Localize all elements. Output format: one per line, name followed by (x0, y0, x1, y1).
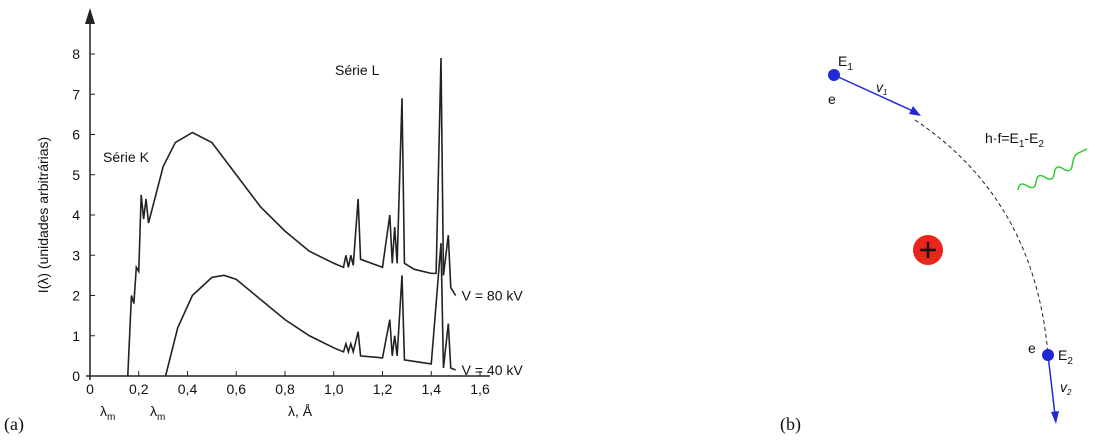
series-line (164, 243, 456, 377)
photon-label: h·f=E1-E2 (985, 130, 1044, 150)
velocity-label: v2 (1060, 379, 1072, 397)
x-tick-label: 0,6 (227, 381, 247, 397)
photon-wave (1017, 148, 1088, 191)
y-tick-label: 0 (72, 368, 80, 384)
y-axis-label: I(λ) (unidades arbitrárias) (35, 137, 51, 293)
plus-sign (920, 242, 936, 258)
x-axis-label: λ, Å (288, 403, 313, 419)
annotation: Série L (335, 62, 380, 78)
y-tick-label: 4 (72, 207, 80, 223)
annotation: Série K (103, 149, 150, 165)
x-marker: λm (150, 403, 165, 423)
trajectory (914, 119, 1049, 356)
legend-label: V = 40 kV (462, 362, 524, 378)
x-tick-label: 0,2 (129, 381, 149, 397)
legend-label: V = 80 kV (462, 288, 524, 304)
x-marker: λm (100, 403, 115, 423)
energy-label: E2 (1058, 347, 1073, 367)
y-tick-label: 5 (72, 167, 80, 183)
arrow-head (1051, 411, 1059, 424)
velocity-arrow (833, 74, 916, 113)
y-tick-label: 2 (72, 288, 80, 304)
x-tick-label: 1,2 (373, 381, 393, 397)
y-tick-label: 3 (72, 247, 80, 263)
x-tick-label: 0 (86, 381, 94, 397)
panel-label: (a) (4, 414, 24, 435)
y-tick-label: 1 (72, 328, 80, 344)
y-tick-label: 6 (72, 127, 80, 143)
series-line (126, 58, 457, 377)
arrow-head (909, 106, 921, 116)
y-tick-label: 8 (72, 46, 80, 62)
velocity-label: v1 (876, 79, 887, 97)
x-tick-label: 0,4 (178, 381, 198, 397)
panel-label: (b) (780, 414, 801, 435)
energy-label: E1 (838, 53, 853, 73)
y-tick-label: 7 (72, 86, 80, 102)
electron-label: e (828, 91, 836, 107)
velocity-arrow (1047, 354, 1056, 416)
x-tick-label: 0,8 (275, 381, 295, 397)
x-tick-label: 1,0 (324, 381, 344, 397)
axis-arrow (85, 8, 95, 24)
x-tick-label: 1,6 (470, 381, 490, 397)
electron-label: e (1028, 340, 1036, 356)
x-tick-label: 1,4 (422, 381, 442, 397)
